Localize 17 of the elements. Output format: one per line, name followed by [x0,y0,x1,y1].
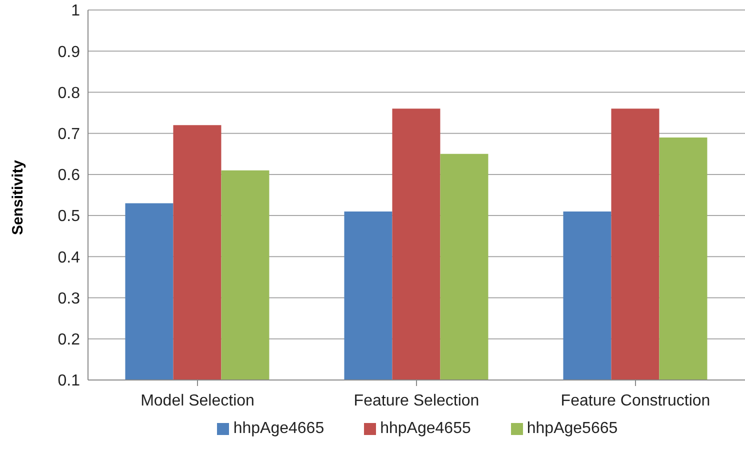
legend-label: hhpAge5665 [526,420,618,437]
x-tick-label: Model Selection [140,392,254,410]
y-tick-label: 0.9 [58,44,80,61]
y-tick-label: 0.2 [58,332,80,349]
legend-label: hhpAge4665 [233,420,324,437]
y-tick-label: 1 [71,2,80,20]
y-tick-label: 0.3 [58,290,80,308]
y-tick-label: 0.8 [58,84,80,102]
y-tick-label: 0.6 [58,167,80,184]
x-tick-label: Feature Selection [354,392,480,410]
y-axis-title: Sensitivity [9,159,26,235]
legend-label: hhpAge4655 [380,420,471,437]
y-tick-label: 0.4 [58,249,80,266]
y-tick-label: 0.5 [58,208,80,226]
x-tick-label: Feature Construction [560,392,710,410]
y-tick-label: 0.7 [58,126,80,144]
y-tick-label: 0.1 [58,372,80,390]
